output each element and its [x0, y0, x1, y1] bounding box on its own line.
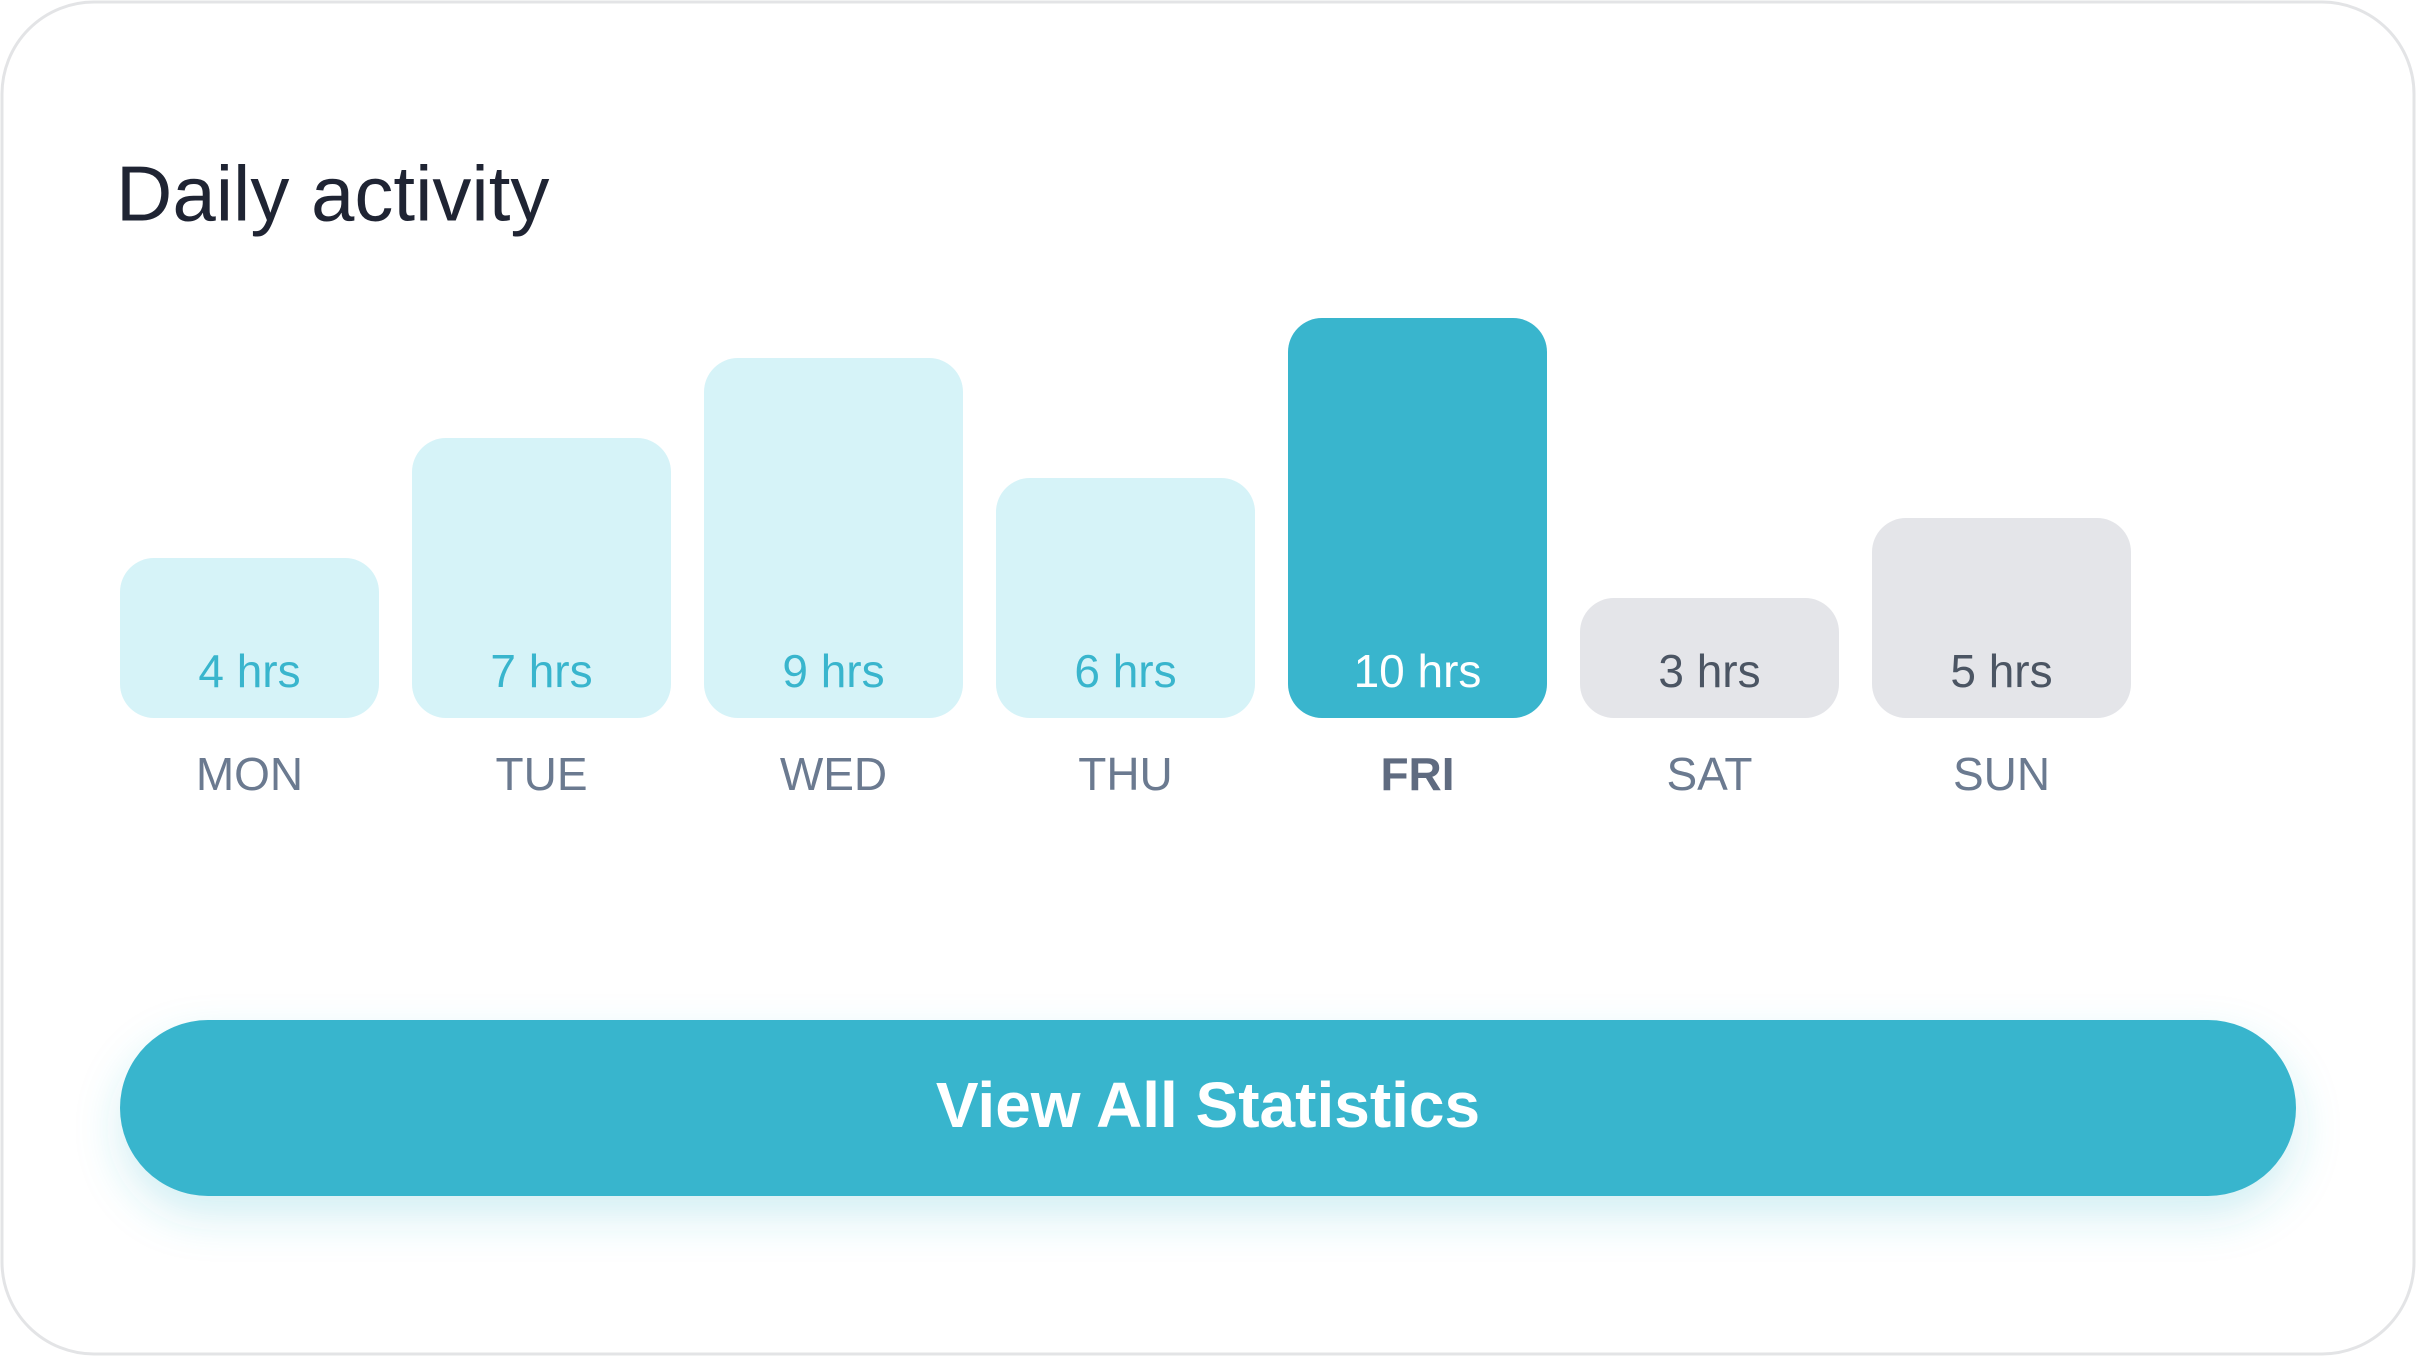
- day-label: WED: [780, 748, 887, 800]
- day-label: FRI: [1380, 748, 1454, 800]
- value-label: 9 hrs: [782, 645, 884, 697]
- day-label: SAT: [1666, 748, 1752, 800]
- view-all-button[interactable]: View All Statistics: [120, 1020, 2296, 1196]
- bar: [1872, 518, 2131, 718]
- bar: [1580, 598, 1839, 718]
- button-background[interactable]: [120, 1020, 2296, 1196]
- value-label: 6 hrs: [1074, 645, 1176, 697]
- value-label: 5 hrs: [1950, 645, 2052, 697]
- bar: [996, 478, 1255, 718]
- button-label[interactable]: View All Statistics: [936, 1069, 1480, 1141]
- value-label: 10 hrs: [1354, 645, 1482, 697]
- bar: [704, 358, 963, 718]
- value-label: 4 hrs: [198, 645, 300, 697]
- bar: [120, 558, 379, 718]
- day-label: THU: [1078, 748, 1173, 800]
- bar: [412, 438, 671, 718]
- value-label: 3 hrs: [1658, 645, 1760, 697]
- bar: [1288, 318, 1547, 718]
- day-label: MON: [196, 748, 303, 800]
- chart-title: Daily activity: [116, 150, 549, 238]
- day-label: TUE: [496, 748, 588, 800]
- value-label: 7 hrs: [490, 645, 592, 697]
- day-label: SUN: [1953, 748, 2050, 800]
